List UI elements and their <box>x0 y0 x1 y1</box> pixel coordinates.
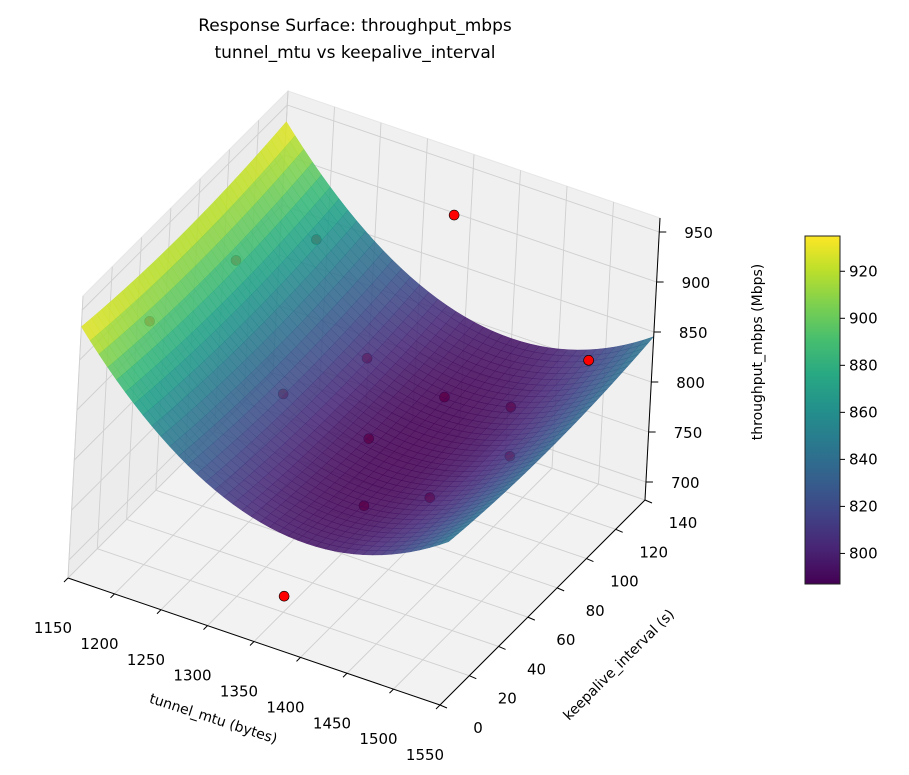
x-tick <box>389 688 394 694</box>
surface-patch <box>438 537 454 546</box>
x-tick <box>342 672 348 678</box>
y-tick-label: 80 <box>586 602 605 620</box>
x-tick-label: 1400 <box>266 698 304 716</box>
x-tick <box>156 609 162 615</box>
data-point <box>448 209 460 221</box>
z-tick-label: 850 <box>679 324 708 342</box>
x-tick-label: 1150 <box>34 619 72 637</box>
z-tick-label: 750 <box>674 424 703 442</box>
x-tick <box>249 641 255 646</box>
x-tick-label: 1300 <box>173 667 211 685</box>
colorbar-gradient <box>804 235 841 585</box>
grid-line <box>598 202 614 485</box>
x-tick-label: 1500 <box>359 730 397 748</box>
x-tick <box>63 577 69 583</box>
y-tick-label: 140 <box>669 514 698 532</box>
x-axis-label: tunnel_mtu (bytes) <box>147 691 279 747</box>
response-surface <box>81 121 655 556</box>
y-tick <box>469 675 477 680</box>
colorbar-tick-label: 880 <box>849 356 878 374</box>
colorbar-tick-label: 800 <box>849 544 878 562</box>
z-axis-line <box>644 217 661 501</box>
x-tick <box>435 704 441 710</box>
chart-title: Response Surface: throughput_mbps <box>198 16 512 36</box>
z-tick-label: 900 <box>682 274 711 292</box>
x-tick-label: 1550 <box>406 746 444 764</box>
z-axis-label: throughput_mbps (Mbps) <box>750 264 766 440</box>
z-tick-label: 700 <box>671 474 700 492</box>
x-tick <box>203 625 208 630</box>
chart-subtitle: tunnel_mtu vs keepalive_interval <box>214 43 495 63</box>
x-tick <box>110 593 115 599</box>
y-tick-label: 40 <box>527 660 546 678</box>
colorbar-tick-label: 860 <box>849 403 878 421</box>
y-tick-label: 60 <box>556 631 575 649</box>
y-tick-label: 0 <box>473 719 483 737</box>
colorbar-tick-label: 820 <box>849 497 878 515</box>
x-tick-label: 1250 <box>127 651 165 669</box>
colorbar: 800 820 840 860 880 900 920 <box>804 235 878 585</box>
x-tick <box>296 657 301 662</box>
axes: 1150 1200 1250 1300 1350 1400 1450 1500 1550 0 20 4… <box>34 217 713 764</box>
z-tick-label: 800 <box>676 374 705 392</box>
y-tick <box>615 528 623 533</box>
grid-line <box>284 154 657 283</box>
y-axis-line <box>439 499 646 706</box>
y-tick <box>439 704 448 709</box>
x-tick-label: 1350 <box>220 683 258 701</box>
x-tick-label: 1200 <box>80 635 118 653</box>
grid-line <box>155 489 529 618</box>
y-tick <box>556 587 565 592</box>
grid-line <box>67 295 84 579</box>
y-tick <box>586 558 594 563</box>
y-tick <box>498 645 506 650</box>
z-tick-label: 950 <box>684 224 713 242</box>
y-tick <box>527 616 536 621</box>
colorbar-tick-label: 840 <box>849 450 878 468</box>
data-point <box>278 590 290 602</box>
grid-line <box>346 467 553 674</box>
grid-line <box>97 548 470 677</box>
scatter-points-above <box>448 209 594 366</box>
y-axis-label: keepalive_interval (s) <box>560 606 677 723</box>
grid-line <box>393 483 599 690</box>
data-point <box>583 355 594 366</box>
grid-line <box>287 104 660 233</box>
y-tick-label: 20 <box>498 690 517 708</box>
y-tick-label: 100 <box>610 573 639 591</box>
y-tick <box>644 499 653 504</box>
colorbar-tick-label: 900 <box>849 309 878 327</box>
grid-line <box>126 519 499 647</box>
y-tick-label: 120 <box>639 543 668 561</box>
colorbar-tick-label: 920 <box>849 262 878 280</box>
x-tick-label: 1450 <box>313 714 351 732</box>
grid-line <box>81 104 288 311</box>
